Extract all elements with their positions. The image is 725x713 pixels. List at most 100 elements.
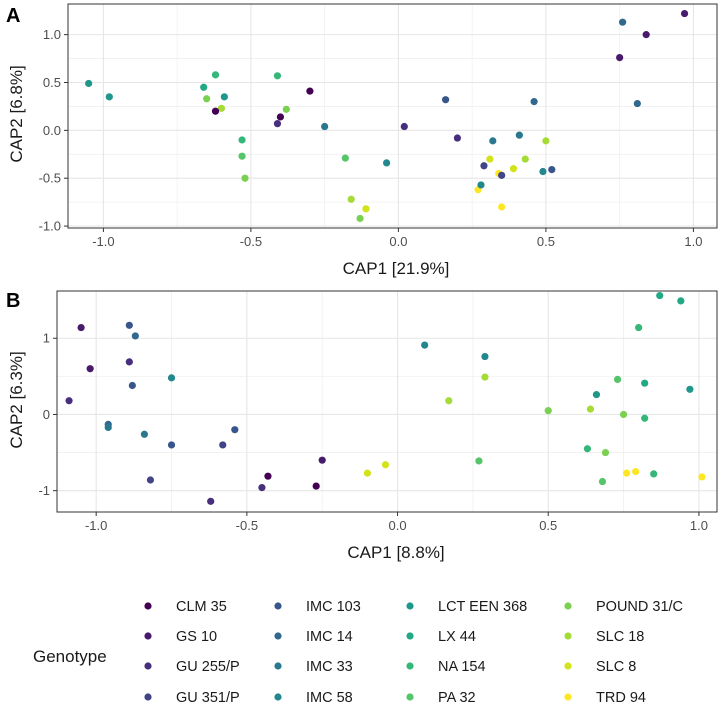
panel-a-point <box>356 214 364 223</box>
panel-b: B -1.0 -0.5 0.0 0.5 1.0 -1 0 1 CAP1 [8.8%] CAP2… <box>6 290 718 562</box>
panel-a-tag: A <box>6 5 20 27</box>
legend-label: GS 10 <box>176 629 217 645</box>
panel-a-point <box>515 131 523 139</box>
panel-b-point <box>613 375 622 383</box>
panel-a-point <box>238 152 246 160</box>
legend-label: SLC 8 <box>596 659 636 675</box>
legend-key <box>274 693 282 701</box>
legend-label: NA 154 <box>438 659 486 675</box>
panel-b-point <box>619 410 628 419</box>
panel-b-point <box>481 373 489 381</box>
panel-a-plot-area: -1.0 -0.5 0.0 0.5 1.0 -1.0 -0.5 0.0 0.5 1.0 <box>39 3 718 249</box>
panel-b-point <box>167 441 176 449</box>
panel-b-point <box>601 448 610 457</box>
legend-key <box>144 662 152 670</box>
panel-b-point <box>656 291 664 300</box>
legend-label: SLC 18 <box>596 629 644 645</box>
panel-a-point <box>486 155 494 163</box>
panel-b-y-tick-label: -1 <box>38 483 50 498</box>
panel-a-point <box>480 162 488 170</box>
panel-b-point <box>146 476 155 484</box>
legend-label: IMC 58 <box>306 690 353 706</box>
panel-a-point <box>383 159 391 167</box>
legend-key <box>144 693 152 701</box>
panel-b-point <box>312 482 320 490</box>
panel-b-point <box>125 321 133 329</box>
panel-b-tag: B <box>6 290 20 312</box>
panel-a-y-tick-label: 1.0 <box>43 27 61 42</box>
panel-a-point <box>211 107 220 115</box>
panel-b-x-tick-label: 0.0 <box>389 518 407 533</box>
panel-b-point <box>592 391 601 399</box>
panel-a-point <box>680 9 689 18</box>
panel-b-point <box>598 477 607 486</box>
panel-a-point <box>105 93 113 101</box>
panel-b-point <box>481 352 489 361</box>
legend-label: IMC 33 <box>306 659 353 675</box>
panel-b-plot-area: -1.0 -0.5 0.0 0.5 1.0 -1 0 1 <box>38 290 718 533</box>
panel-b-y-tick-label: 0 <box>43 407 50 422</box>
panel-a-point <box>241 174 249 182</box>
panel-b-point <box>363 469 372 477</box>
panel-a-point <box>498 171 506 179</box>
panel-a-point <box>477 181 485 189</box>
legend-key <box>274 662 282 670</box>
panel-b-y-tick-label: 1 <box>43 331 50 346</box>
panel-a-point <box>341 154 349 162</box>
panel-b-point <box>686 385 694 393</box>
panel-b-point <box>583 445 592 453</box>
panel-a-point <box>203 95 211 103</box>
panel-a-point <box>273 120 282 128</box>
panel-a-x-tick-label: -0.5 <box>240 234 262 249</box>
panel-b-panel-border <box>56 290 718 513</box>
panel-a-x-tick-label: 1.0 <box>684 234 702 249</box>
panel-a-point <box>530 98 538 106</box>
legend-key <box>274 632 282 640</box>
panel-b-point <box>677 297 685 305</box>
panel-a-y-tick-label: -1.0 <box>39 219 61 234</box>
legend-key <box>406 602 414 610</box>
legend-key <box>406 662 414 670</box>
panel-b-point <box>698 473 706 481</box>
panel-b-point <box>131 332 139 340</box>
panel-a-point <box>276 113 284 121</box>
panel-b-point <box>622 469 631 477</box>
panel-a-point <box>217 104 225 112</box>
panel-a-y-tick-label: 0.0 <box>43 123 61 138</box>
panel-b-point <box>544 407 552 415</box>
panel-b-point <box>381 461 390 469</box>
panel-a-point <box>282 105 290 113</box>
panel-b-point <box>219 441 227 449</box>
panel-b-x-tick-label: -0.5 <box>236 518 258 533</box>
panel-b-point <box>475 457 483 465</box>
panel-a-point <box>442 96 450 104</box>
panel-b-point <box>140 430 148 438</box>
panel-a-point <box>509 165 518 173</box>
panel-a-point <box>362 205 370 213</box>
legend-label: GU 351/P <box>176 690 240 706</box>
panel-b-point <box>207 497 215 505</box>
legend: Genotype CLM 35 GS 10 GU 255/P GU 351/P IMC … <box>33 599 683 706</box>
panel-b-point <box>258 484 266 492</box>
panel-b-point <box>421 341 429 349</box>
panel-b-x-tick-label: 1.0 <box>690 518 708 533</box>
panel-a-point <box>453 134 461 142</box>
panel-b-point <box>167 374 176 382</box>
panel-a-point <box>200 83 208 91</box>
panel-b-point <box>128 381 136 390</box>
legend-key <box>564 632 572 640</box>
legend-key <box>564 602 572 610</box>
panel-a-panel-border <box>67 3 718 229</box>
legend-label: TRD 94 <box>596 690 646 706</box>
legend-key <box>144 632 152 640</box>
panel-b-point <box>104 423 112 432</box>
panel-a-point <box>306 87 314 95</box>
legend-label: LCT EEN 368 <box>438 599 527 615</box>
panel-b-point <box>445 397 453 405</box>
panel-a-point <box>616 54 624 62</box>
legend-label: IMC 14 <box>306 629 353 645</box>
legend-key <box>274 602 282 610</box>
legend-key <box>564 662 572 670</box>
panel-a-x-tick-label: 0.0 <box>389 234 407 249</box>
